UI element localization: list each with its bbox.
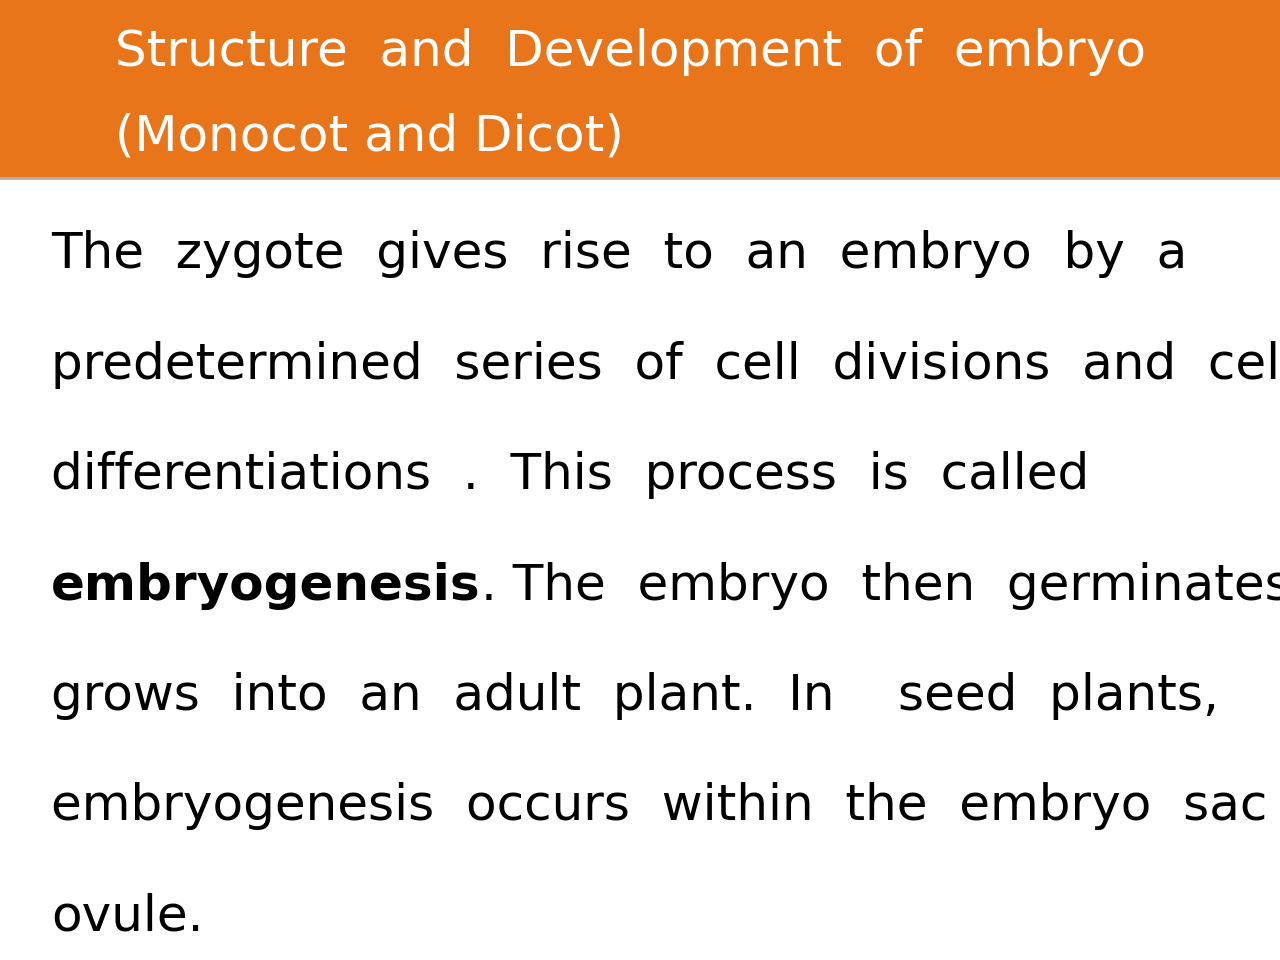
Text: (Monocot and Dicot): (Monocot and Dicot) bbox=[115, 113, 625, 161]
Text: embryogenesis  occurs  within  the  embryo  sac  of  the: embryogenesis occurs within the embryo s… bbox=[51, 782, 1280, 830]
Text: Structure  and  Development  of  embryo: Structure and Development of embryo bbox=[115, 28, 1146, 76]
Text: The  zygote  gives  rise  to  an  embryo  by  a: The zygote gives rise to an embryo by a bbox=[51, 230, 1188, 278]
Text: . The  embryo  then  germinates  and: . The embryo then germinates and bbox=[481, 562, 1280, 610]
Bar bbox=[0, 178, 1280, 960]
Text: ovule.: ovule. bbox=[51, 893, 204, 941]
Text: predetermined  series  of  cell  divisions  and  cell: predetermined series of cell divisions a… bbox=[51, 341, 1280, 389]
Bar bbox=[0, 0, 1280, 178]
Text: embryogenesis: embryogenesis bbox=[51, 562, 481, 610]
Text: differentiations  .  This  process  is  called: differentiations . This process is calle… bbox=[51, 451, 1089, 499]
Text: grows  into  an  adult  plant.  In    seed  plants,: grows into an adult plant. In seed plant… bbox=[51, 672, 1219, 720]
